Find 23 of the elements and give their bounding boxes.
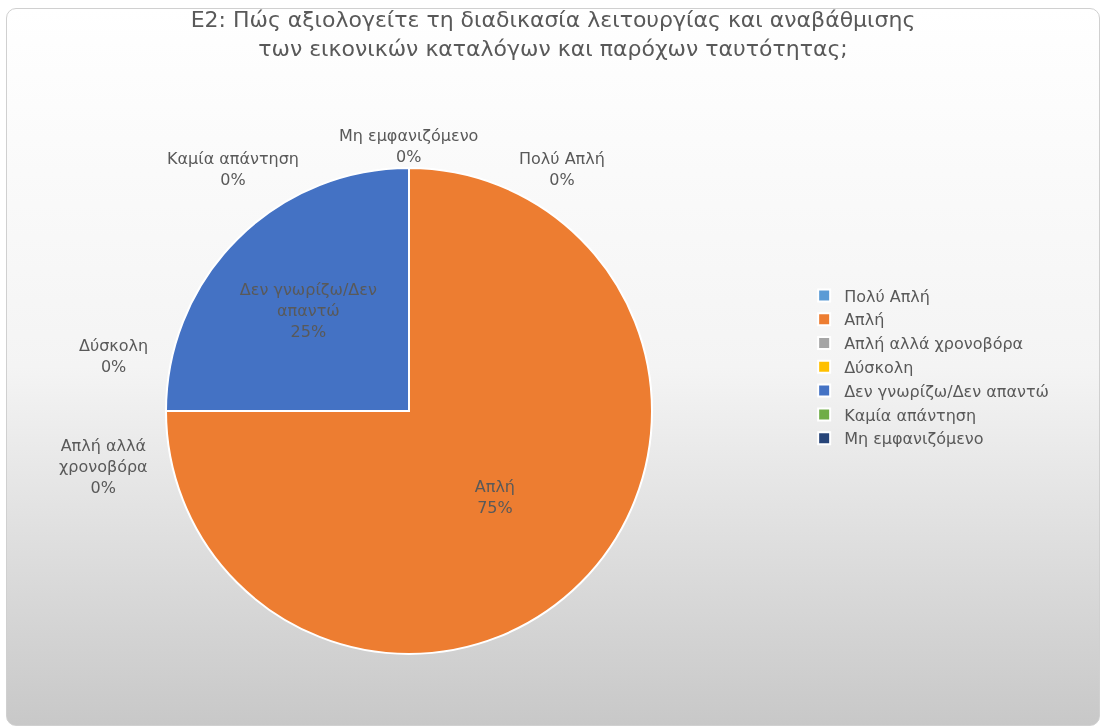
category-label: Πολύ Απλή — [519, 149, 605, 168]
legend-label: Δεν γνωρίζω/Δεν απαντώ — [844, 381, 1049, 401]
legend-label: Μη εμφανιζόμενο — [844, 429, 984, 449]
legend-label: Απλή αλλά χρονοβόρα — [844, 334, 1024, 354]
legend-label: Καμία απάντηση — [844, 405, 977, 425]
legend-label: Δύσκολη — [844, 358, 914, 378]
category-label: Μη εμφανιζόμενο — [339, 126, 479, 145]
legend-label: Πολύ Απλή — [844, 286, 930, 306]
slice-label: Απλή — [474, 477, 516, 497]
text: 0% — [220, 169, 246, 189]
text: 0% — [549, 169, 575, 189]
data-label: 25% — [290, 321, 327, 341]
category-label: Απλή αλλά χρονοβόρα — [59, 436, 148, 476]
pie-slice — [165, 167, 653, 655]
category-label: Δύσκολη — [79, 336, 149, 355]
text: 0% — [90, 477, 117, 497]
legend-label: Απλή — [844, 310, 885, 330]
text: 0% — [395, 146, 422, 166]
text: 0% — [100, 356, 127, 376]
data-label: 75% — [477, 497, 513, 517]
slice-label: Δεν γνωρίζω/Δεν απαντώ — [239, 280, 377, 320]
chart-title: E2: Πώς αξιολογείτε τη διαδικασία λειτουργίας και αναβάθμισης των εικονικών καταλόγων και παρόχων ταυτότητας; — [190, 6, 916, 61]
category-label: Καμία απάντηση — [167, 149, 299, 168]
